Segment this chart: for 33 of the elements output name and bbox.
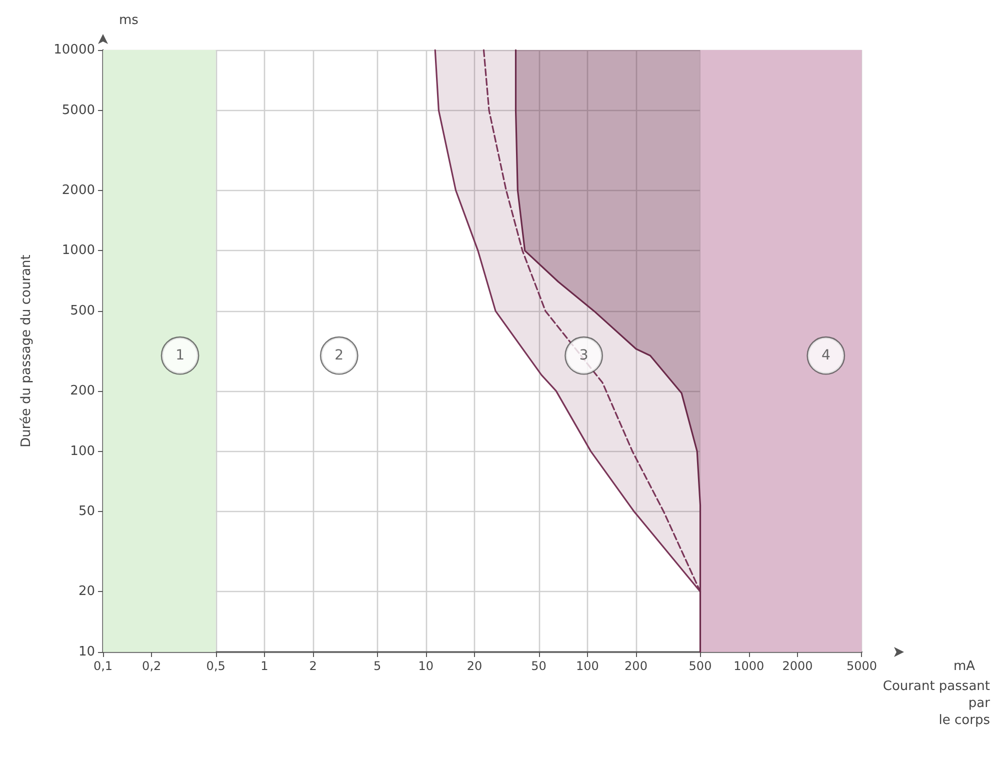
x-tick-label: 0,1: [93, 659, 113, 673]
y-axis-title: Durée du passage du courant: [19, 254, 34, 448]
y-tick-label: 500: [70, 304, 95, 319]
annotation: 1: [176, 348, 184, 364]
x-tick-label: 20: [466, 659, 482, 673]
annotation: 3: [579, 348, 588, 364]
annotation: 4: [821, 348, 830, 364]
y-tick-label: 1000: [62, 243, 95, 258]
x-tick-label: 2000: [782, 659, 813, 673]
x-tick-label: 200: [624, 659, 648, 673]
y-tick-label: 2000: [62, 182, 95, 198]
x-tick-label: 0,5: [206, 659, 226, 673]
x-tick-label: 1000: [734, 659, 764, 673]
x-tick-label: 10: [418, 659, 434, 673]
x-tick-label: 0,2: [142, 659, 162, 673]
y-tick-label: 5000: [62, 102, 95, 118]
x-tick-label: 1: [260, 659, 268, 673]
text: mA: [953, 659, 976, 674]
x-axis-title: Courant passant par le corps: [882, 679, 991, 728]
x-tick-label: 5: [374, 659, 382, 673]
y-tick-label: 20: [78, 584, 95, 600]
y-tick-label: 10: [78, 644, 95, 660]
y-tick-label: 10000: [54, 42, 95, 58]
x-tick-label: 500: [688, 659, 712, 673]
x-tick-label: 100: [576, 659, 599, 673]
y-tick-label: 100: [70, 444, 95, 459]
x-tick-label: 5000: [846, 659, 877, 673]
annotation: 2: [334, 348, 344, 364]
y-tick-label: 200: [70, 383, 95, 398]
x-tick-label: 50: [531, 659, 546, 673]
x-tick-label: 2: [309, 659, 317, 673]
y-tick-label: 50: [78, 504, 95, 520]
text: ms: [119, 13, 139, 28]
